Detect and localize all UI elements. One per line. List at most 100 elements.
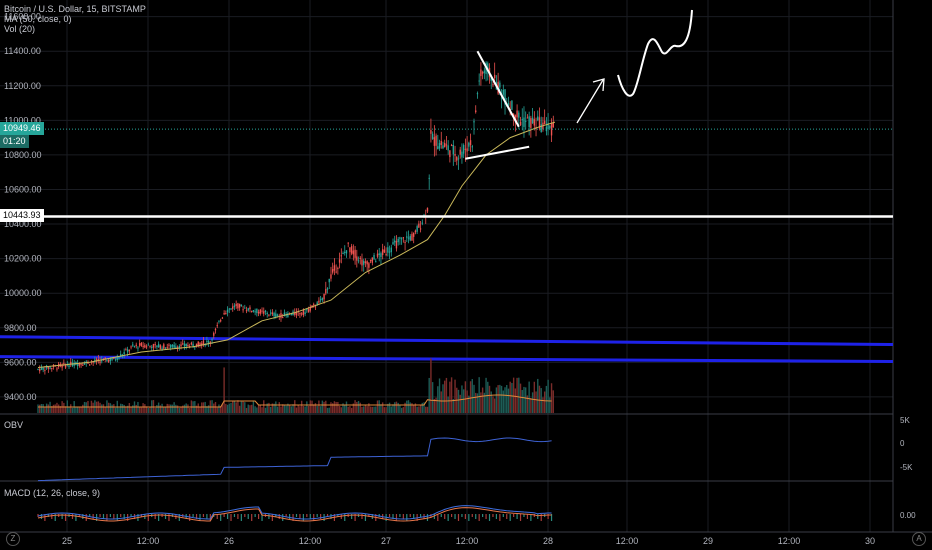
volume-bar bbox=[345, 401, 348, 413]
macd-histogram-bar bbox=[254, 514, 256, 517]
squiggle-drawing bbox=[617, 9, 693, 97]
candle-body bbox=[168, 344, 170, 346]
volume-bar bbox=[331, 403, 334, 413]
volume-bar bbox=[390, 406, 392, 413]
macd-histogram-bar bbox=[330, 514, 332, 519]
candle-body bbox=[399, 237, 401, 239]
macd-histogram-bar bbox=[226, 514, 229, 519]
volume-bar bbox=[533, 381, 536, 413]
candle-body bbox=[483, 70, 486, 74]
candle-body bbox=[457, 158, 460, 160]
volume-bar bbox=[176, 405, 179, 413]
hand-drawings[interactable] bbox=[465, 9, 693, 160]
candle-body bbox=[388, 251, 391, 253]
horizontal-levels[interactable] bbox=[0, 128, 893, 218]
time-axis[interactable]: 25 12:00 26 12:00 27 12:00 28 12:00 29 12:00 30 bbox=[62, 536, 875, 546]
volume-bar bbox=[383, 407, 386, 413]
volume-bar bbox=[161, 403, 163, 413]
candle-body bbox=[169, 345, 172, 348]
candle-body bbox=[269, 312, 272, 314]
candle-body bbox=[37, 368, 39, 370]
volume-bar bbox=[335, 401, 337, 413]
symbol-title[interactable]: Bitcoin / U.S. Dollar, 15, BITSTAMP bbox=[4, 4, 146, 14]
candle-body bbox=[201, 343, 203, 346]
gear-icon[interactable]: Z bbox=[6, 532, 20, 546]
macd-histogram-bar bbox=[295, 514, 298, 517]
candle-body bbox=[118, 356, 120, 359]
macd-histogram-bar bbox=[388, 514, 391, 517]
volume-bar bbox=[118, 407, 120, 413]
macd-histogram-bar bbox=[344, 514, 346, 521]
volume-bar bbox=[99, 402, 101, 413]
volume-bar bbox=[178, 407, 181, 413]
volume-bar bbox=[431, 382, 434, 413]
macd-histogram-bar bbox=[306, 514, 308, 517]
volume-bar bbox=[237, 400, 239, 413]
candle-body bbox=[525, 120, 527, 122]
candle-body bbox=[249, 307, 251, 310]
obv-legend[interactable]: OBV bbox=[4, 420, 24, 430]
candle-body bbox=[123, 352, 125, 355]
candle-body bbox=[140, 343, 143, 346]
candle-body bbox=[404, 242, 406, 244]
macd-histogram-bar bbox=[530, 514, 532, 521]
volume-bar bbox=[259, 404, 262, 413]
volume-bar bbox=[344, 405, 346, 413]
volume-bar bbox=[425, 406, 427, 413]
volume-bar bbox=[280, 406, 282, 413]
macd-legend[interactable]: MACD (12, 26, close, 9) bbox=[4, 488, 101, 498]
volume-bar bbox=[68, 407, 70, 413]
auto-scale-icon[interactable]: A bbox=[912, 532, 926, 546]
volume-bar bbox=[175, 404, 177, 413]
candle-body bbox=[376, 253, 379, 257]
candle-body bbox=[109, 358, 112, 361]
candle-body bbox=[390, 247, 392, 253]
macd-histogram-bar bbox=[364, 514, 367, 521]
macd-histogram-bar bbox=[523, 514, 525, 517]
candle-body bbox=[407, 237, 410, 239]
volume-legend[interactable]: Vol (20) bbox=[4, 24, 36, 34]
candle-body bbox=[106, 359, 108, 362]
candle-body bbox=[63, 362, 65, 364]
volume-bar bbox=[337, 401, 339, 413]
volume-bar bbox=[187, 404, 189, 413]
macd-histogram-bar bbox=[92, 514, 94, 519]
volume-bar bbox=[338, 405, 341, 413]
ma-legend[interactable]: MA (50, close, 0) bbox=[4, 14, 72, 24]
macd-histogram-bar bbox=[64, 514, 67, 521]
macd-histogram-bar bbox=[351, 514, 353, 519]
macd-histogram-bar bbox=[54, 514, 56, 521]
volume-bar bbox=[511, 382, 513, 413]
volume-bar bbox=[182, 405, 184, 413]
macd-histogram-bar bbox=[454, 514, 456, 519]
macd-histogram-bar bbox=[130, 514, 132, 517]
candle-body bbox=[164, 347, 167, 349]
volume-bar bbox=[37, 404, 39, 413]
candle-body bbox=[257, 311, 260, 314]
macd-histogram-bar bbox=[488, 514, 491, 521]
candle-body bbox=[516, 110, 518, 118]
volume-bar bbox=[45, 403, 48, 413]
candle-body bbox=[116, 356, 118, 360]
volume-bar bbox=[481, 387, 484, 413]
price-tick-label: 9600.00 bbox=[4, 357, 37, 367]
price-axis[interactable]: 11600.00 11400.00 11200.00 11000.00 10800.00… bbox=[4, 12, 916, 520]
candle-body bbox=[273, 312, 275, 317]
volume-bar bbox=[330, 402, 332, 413]
candle-body bbox=[409, 236, 411, 241]
candle-body bbox=[76, 363, 79, 367]
candle-body bbox=[104, 357, 106, 360]
volume-bar bbox=[128, 403, 131, 413]
macd-histogram-bar bbox=[247, 514, 249, 519]
volume-bar bbox=[109, 403, 112, 413]
volume-bar bbox=[416, 406, 418, 413]
candle-body bbox=[350, 246, 353, 254]
volume-bar bbox=[459, 394, 461, 413]
macd-histogram-bar bbox=[399, 514, 401, 517]
macd-signal-line bbox=[37, 507, 552, 522]
blue-trend-lines[interactable] bbox=[0, 335, 894, 363]
candle-body bbox=[449, 150, 451, 158]
macd-histogram-bar bbox=[82, 514, 84, 519]
volume-bar bbox=[464, 381, 467, 413]
